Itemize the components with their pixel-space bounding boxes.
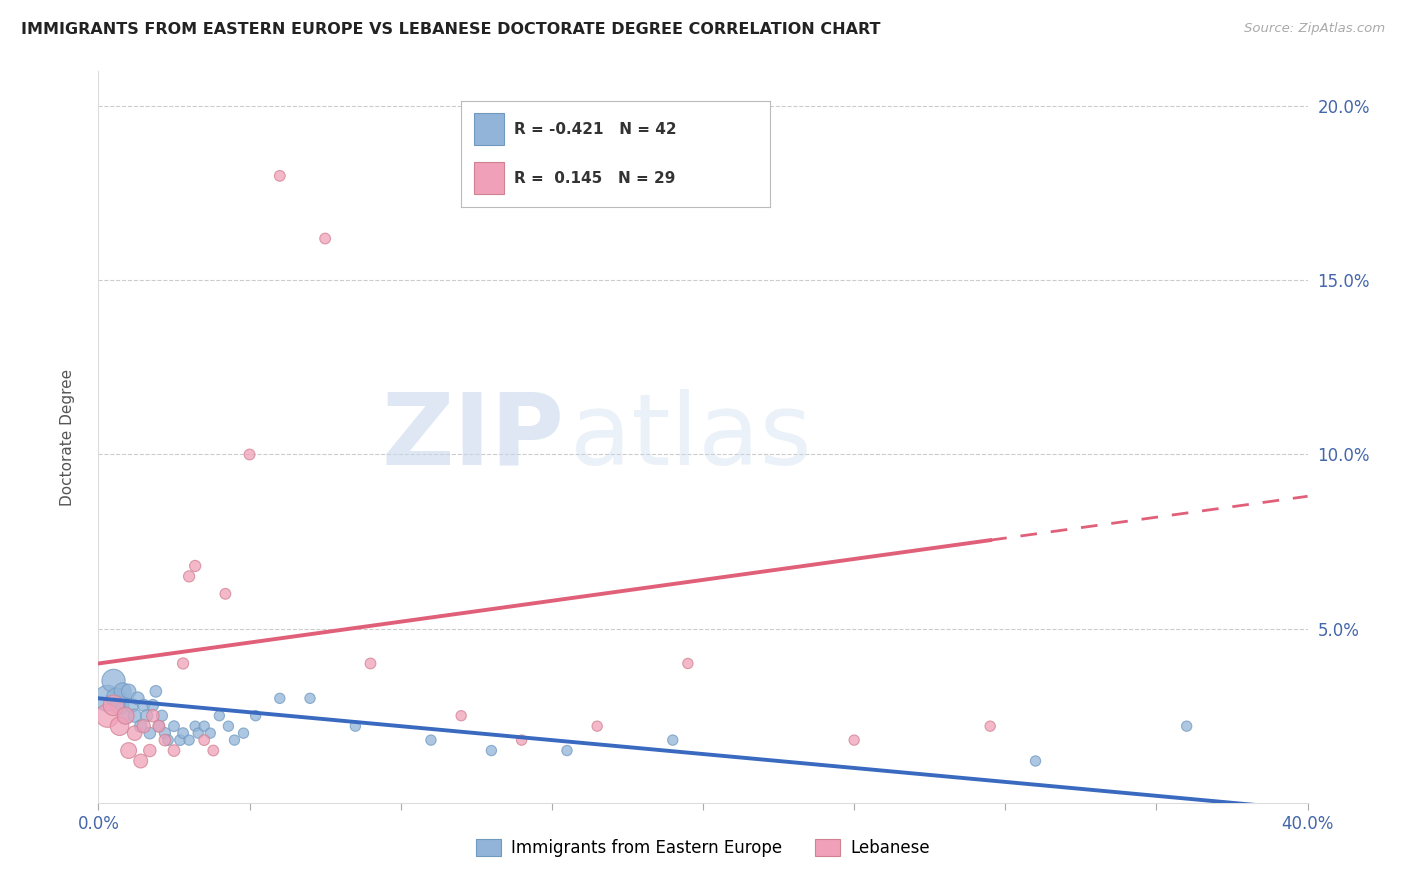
Point	[108, 698, 131, 713]
Point	[163, 719, 186, 733]
Point	[481, 743, 503, 757]
Point	[172, 726, 194, 740]
Point	[114, 708, 136, 723]
Point	[420, 733, 443, 747]
Point	[148, 719, 170, 733]
Point	[103, 698, 125, 713]
Point	[555, 743, 578, 757]
Point	[510, 733, 533, 747]
Point	[232, 726, 254, 740]
Point	[124, 726, 146, 740]
Point	[661, 733, 683, 747]
Point	[450, 708, 472, 723]
Point	[269, 169, 291, 183]
Point	[179, 733, 201, 747]
Point	[979, 719, 1001, 733]
Point	[142, 708, 165, 723]
Point	[132, 719, 155, 733]
Point	[202, 743, 225, 757]
Point	[153, 726, 176, 740]
Point	[586, 719, 609, 733]
Point	[124, 708, 146, 723]
Point	[360, 657, 382, 671]
Point	[148, 719, 170, 733]
Point	[114, 708, 136, 723]
Point	[193, 733, 215, 747]
Point	[269, 691, 291, 706]
Point	[127, 691, 149, 706]
Point	[142, 698, 165, 713]
Point	[299, 691, 322, 706]
Point	[844, 733, 866, 747]
Point	[103, 673, 125, 688]
Point	[344, 719, 367, 733]
Text: IMMIGRANTS FROM EASTERN EUROPE VS LEBANESE DOCTORATE DEGREE CORRELATION CHART: IMMIGRANTS FROM EASTERN EUROPE VS LEBANE…	[21, 22, 880, 37]
Point	[139, 743, 162, 757]
Point	[172, 657, 194, 671]
Point	[121, 698, 143, 713]
Point	[129, 719, 152, 733]
Point	[153, 733, 176, 747]
Point	[184, 558, 207, 573]
Point	[179, 569, 201, 583]
Point	[118, 684, 141, 698]
Point	[1175, 719, 1198, 733]
Point	[163, 743, 186, 757]
Point	[200, 726, 222, 740]
Y-axis label: Doctorate Degree: Doctorate Degree	[60, 368, 75, 506]
Point	[214, 587, 236, 601]
Point	[187, 726, 209, 740]
Point	[208, 708, 231, 723]
Point	[314, 231, 336, 245]
Point	[193, 719, 215, 733]
Point	[96, 708, 118, 723]
Point	[105, 691, 128, 706]
Point	[145, 684, 167, 698]
Text: Source: ZipAtlas.com: Source: ZipAtlas.com	[1244, 22, 1385, 36]
Point	[118, 743, 141, 757]
Point	[245, 708, 267, 723]
Point	[184, 719, 207, 733]
Point	[96, 691, 118, 706]
Text: ZIP: ZIP	[381, 389, 564, 485]
Point	[156, 733, 179, 747]
Point	[129, 754, 152, 768]
Point	[108, 719, 131, 733]
Point	[1024, 754, 1046, 768]
Point	[169, 733, 191, 747]
Point	[139, 726, 162, 740]
Point	[239, 448, 262, 462]
Point	[150, 708, 173, 723]
Point	[224, 733, 246, 747]
Text: atlas: atlas	[569, 389, 811, 485]
Point	[676, 657, 699, 671]
Legend: Immigrants from Eastern Europe, Lebanese: Immigrants from Eastern Europe, Lebanese	[470, 832, 936, 864]
Point	[135, 708, 157, 723]
Point	[111, 684, 134, 698]
Point	[132, 698, 155, 713]
Point	[217, 719, 239, 733]
